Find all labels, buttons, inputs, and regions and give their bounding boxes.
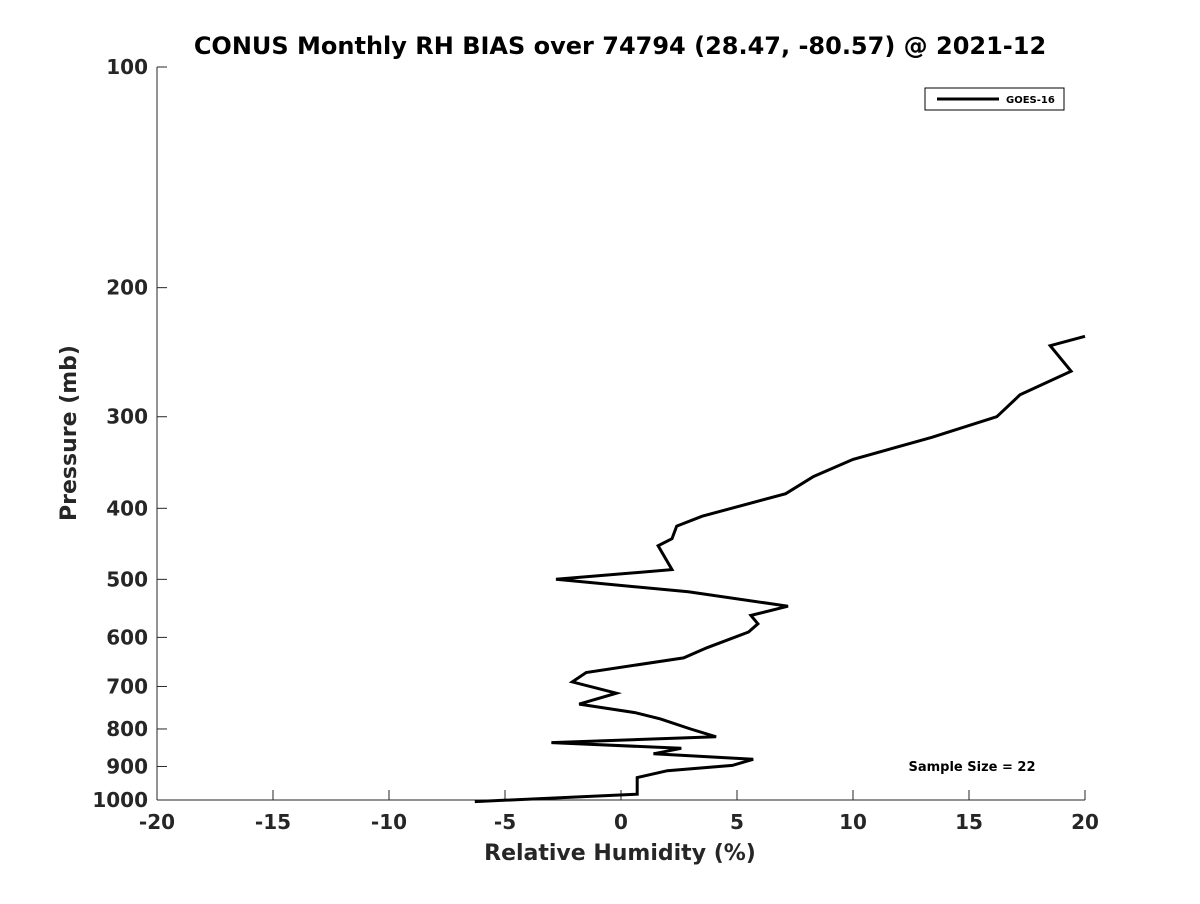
sample-size-annotation: Sample Size = 22 [908,760,1035,775]
y-tick-label: 900 [106,754,148,778]
x-tick-label: 5 [730,810,744,834]
y-tick-label: 800 [106,717,148,741]
y-tick-label: 700 [106,674,148,698]
y-tick-label: 400 [106,496,148,520]
y-axis-label: Pressure (mb) [57,345,82,521]
x-tick-label: -15 [255,810,291,834]
legend-label-goes-16: GOES-16 [1006,95,1055,106]
chart-title: CONUS Monthly RH BIAS over 74794 (28.47,… [194,32,1046,60]
y-tick-label: 200 [106,276,148,300]
y-tick-label: 500 [106,567,148,591]
y-tick-label: 100 [106,55,148,79]
x-axis-label: Relative Humidity (%) [484,841,756,866]
y-tick-label: 1000 [92,788,148,812]
x-tick-label: -5 [494,810,516,834]
series-line-goes-16 [474,334,1086,804]
y-tick-label: 300 [106,405,148,429]
legend: GOES-16 [924,87,1065,111]
series-layer [474,334,1086,804]
x-tick-label: -10 [371,810,407,834]
x-tick-label: 0 [614,810,628,834]
x-axis-ticks: -20 -15 -10 -5 0 5 10 15 20 [139,790,1099,834]
x-tick-label: 20 [1071,810,1099,834]
y-tick-label: 600 [106,625,148,649]
x-tick-label: 10 [839,810,867,834]
x-tick-label: -20 [139,810,175,834]
x-tick-label: 15 [955,810,983,834]
y-axis-ticks: 100 200 300 400 500 600 700 800 900 1000 [92,55,167,812]
